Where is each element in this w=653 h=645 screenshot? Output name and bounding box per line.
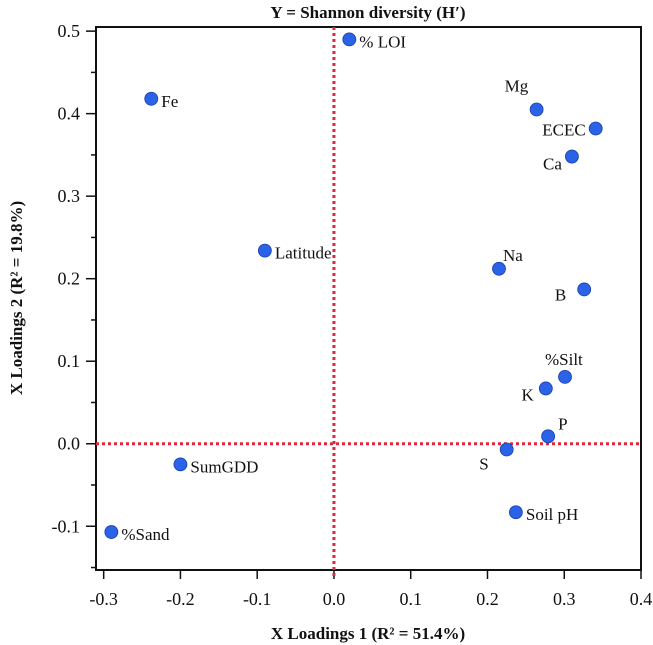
data-point bbox=[499, 442, 514, 457]
data-point bbox=[529, 102, 544, 117]
x-tick-label: 0.2 bbox=[476, 589, 499, 609]
data-point-label: Soil pH bbox=[526, 505, 578, 524]
x-tick-label: -0.3 bbox=[89, 589, 118, 609]
x-tick-label: 0.3 bbox=[553, 589, 576, 609]
plot-frame bbox=[95, 26, 642, 571]
y-tick-label: -0.1 bbox=[52, 516, 81, 536]
x-tick-label: 0.4 bbox=[630, 589, 653, 609]
data-point bbox=[173, 457, 188, 472]
chart-title: Y = Shannon diversity (H′) bbox=[270, 3, 465, 22]
y-tick-label: 0.1 bbox=[58, 351, 81, 371]
x-axis-title: X Loadings 1 (R² = 51.4%) bbox=[271, 624, 465, 643]
data-point bbox=[492, 261, 506, 276]
y-tick-label: 0.2 bbox=[58, 269, 81, 289]
data-point bbox=[144, 91, 159, 106]
data-point-label: B bbox=[555, 285, 566, 304]
y-tick-label: 0.4 bbox=[58, 104, 81, 124]
x-tick-label: -0.2 bbox=[166, 589, 195, 609]
data-point-label: %Silt bbox=[545, 350, 583, 369]
data-point bbox=[342, 32, 357, 47]
data-point bbox=[541, 429, 556, 444]
x-tick-label: 0.0 bbox=[323, 589, 346, 609]
data-point bbox=[558, 369, 572, 384]
data-point-label: ECEC bbox=[542, 121, 585, 140]
y-tick-label: 0.3 bbox=[58, 186, 81, 206]
data-point-label: Ca bbox=[543, 155, 562, 174]
y-tick-label: 0.0 bbox=[58, 434, 81, 454]
y-axis-title: X Loadings 2 (R² = 19.8%) bbox=[7, 201, 26, 395]
data-point bbox=[588, 121, 603, 136]
data-point-label: Latitude bbox=[275, 244, 332, 263]
data-point bbox=[577, 282, 592, 297]
x-tick-label: -0.1 bbox=[243, 589, 272, 609]
data-point-label: S bbox=[479, 455, 488, 474]
data-point-label: % LOI bbox=[359, 32, 406, 51]
data-point-label: P bbox=[558, 414, 567, 433]
data-point-label: Na bbox=[503, 246, 523, 265]
data-point bbox=[508, 505, 523, 520]
data-point bbox=[257, 243, 272, 258]
data-point-label: SumGDD bbox=[190, 457, 258, 476]
data-point bbox=[104, 525, 119, 539]
data-point-label: K bbox=[522, 385, 535, 404]
data-point-label: Fe bbox=[161, 92, 178, 111]
data-point-label: %Sand bbox=[121, 525, 170, 544]
data-point-label: Mg bbox=[505, 77, 529, 96]
data-point bbox=[565, 149, 579, 164]
x-tick-label: 0.1 bbox=[399, 589, 422, 609]
data-point bbox=[538, 381, 553, 396]
y-tick-label: 0.5 bbox=[58, 21, 81, 41]
